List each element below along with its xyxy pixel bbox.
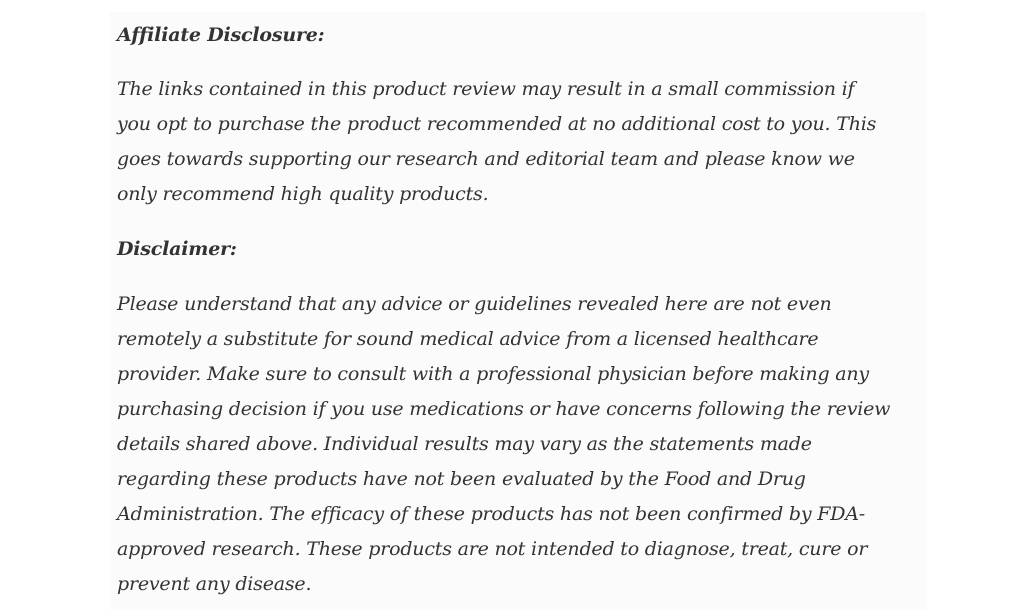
disclaimer-text: Please understand that any advice or gui… [117, 287, 890, 602]
text-line: Please understand that any advice or gui… [117, 293, 832, 315]
text-line: approved research. These products are no… [117, 538, 868, 560]
text-line: goes towards supporting our research and… [117, 148, 855, 170]
disclosure-box [110, 12, 926, 610]
text-line: details shared above. Individual results… [117, 433, 812, 455]
text-line: only recommend high quality products. [117, 183, 489, 205]
text-line: regarding these products have not been e… [117, 468, 806, 490]
text-line: The links contained in this product revi… [117, 78, 855, 100]
affiliate-disclosure-heading: Affiliate Disclosure: [117, 24, 325, 46]
text-line: prevent any disease. [117, 573, 312, 595]
text-line: remotely a substitute for sound medical … [117, 328, 819, 350]
text-line: purchasing decision if you use medicatio… [117, 398, 891, 420]
affiliate-disclosure-text: The links contained in this product revi… [117, 72, 876, 212]
disclaimer-heading: Disclaimer: [117, 238, 237, 260]
text-line: you opt to purchase the product recommen… [117, 113, 877, 135]
text-line: provider. Make sure to consult with a pr… [117, 363, 869, 385]
text-line: Administration. The efficacy of these pr… [117, 503, 866, 525]
